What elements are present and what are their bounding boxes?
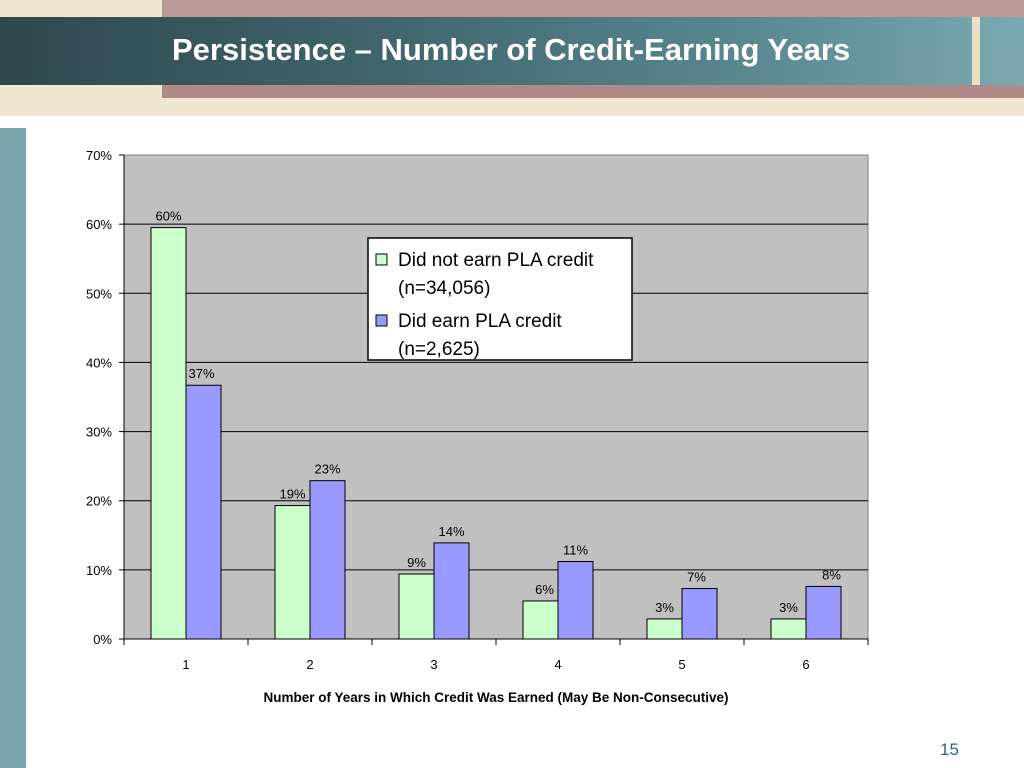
y-tick-label: 60% [86,217,112,232]
data-label: 14% [438,524,464,539]
bar-did-earn-pla-credit-n [185,384,222,640]
slide-title: Persistence – Number of Credit-Earning Y… [172,32,851,67]
x-tick-label: 5 [678,657,685,672]
y-tick-label: 40% [86,355,112,370]
data-label: 8% [822,567,841,582]
left-side-stripe [0,128,26,768]
x-tick-label: 3 [430,657,437,672]
bar-did-not-earn-pla-credit-n [150,227,187,640]
y-tick-label: 70% [86,148,112,163]
x-tick-label: 6 [802,657,809,672]
bar-did-earn-pla-credit-n [309,480,346,640]
bar-did-earn-pla-credit-n [433,542,470,640]
bar-did-earn-pla-credit-n [681,588,718,640]
legend-label: (n=34,056) [398,278,490,299]
y-tick-label: 50% [86,286,112,301]
data-label: 7% [687,570,706,585]
title-accent-bar [972,17,980,85]
data-label: 11% [563,543,588,558]
bar-did-not-earn-pla-credit-n [522,600,559,640]
data-label: 23% [314,462,340,477]
bar-did-earn-pla-credit-n [557,561,594,640]
data-label: 9% [407,555,426,570]
data-label: 37% [188,366,214,381]
y-tick-label: 20% [86,494,112,509]
bar-did-earn-pla-credit-n [805,585,842,640]
header-rose-strip-top [162,0,1024,17]
legend-box [367,237,633,361]
y-tick-label: 30% [86,425,112,440]
data-label: 3% [779,600,798,615]
bar-chart: 0% 10% 20% 30% 40% 50% 60% 70% 1 2 3 4 5 6 60% 19% 9% 6% 3… [86,148,869,705]
header-rose-strip-bottom [162,85,1024,98]
title-bar: Persistence – Number of Credit-Earning Y… [0,17,1024,85]
page-number: 15 [940,740,959,759]
legend-swatch [375,314,388,327]
bar-did-not-earn-pla-credit-n [770,618,807,640]
legend-swatch [375,253,388,266]
plot-area [123,154,869,640]
y-tick-label: 10% [86,563,112,578]
legend-label: (n=2,625) [398,339,480,360]
bar-did-not-earn-pla-credit-n [274,505,311,640]
x-tick-label: 1 [182,657,189,672]
data-label: 19% [279,487,305,502]
x-tick-label: 2 [306,657,313,672]
x-tick-label: 4 [554,657,561,672]
data-label: 6% [535,582,554,597]
x-axis-title: Number of Years in Which Credit Was Earn… [263,690,728,705]
data-label: 3% [655,600,674,615]
data-label: 60% [155,209,181,224]
bar-did-not-earn-pla-credit-n [398,573,435,640]
legend-label: Did not earn PLA credit [398,250,594,271]
bar-did-not-earn-pla-credit-n [646,618,683,640]
y-tick-label: 0% [93,632,112,647]
legend-label: Did earn PLA credit [398,311,562,332]
